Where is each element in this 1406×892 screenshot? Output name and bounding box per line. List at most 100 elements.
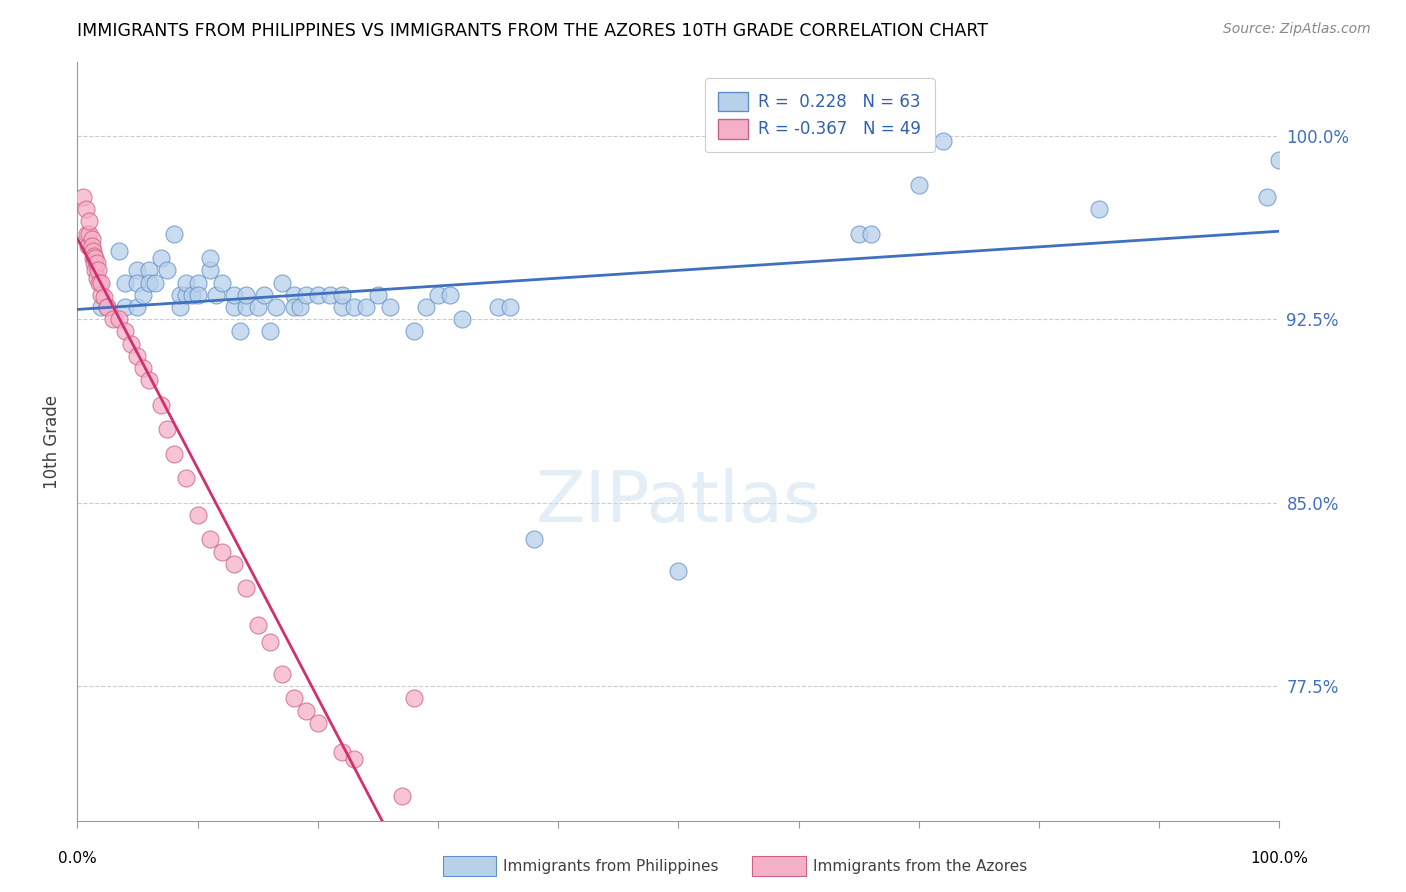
Point <box>76 227 98 241</box>
Text: Immigrants from Philippines: Immigrants from Philippines <box>503 859 718 873</box>
Point <box>908 178 931 192</box>
Text: ZIPatlas: ZIPatlas <box>536 467 821 537</box>
Point <box>378 300 401 314</box>
Point <box>186 276 209 290</box>
Point <box>169 287 191 301</box>
Point <box>108 312 131 326</box>
Point <box>120 336 142 351</box>
Point <box>307 715 329 730</box>
Point <box>211 276 233 290</box>
Point <box>83 249 105 263</box>
Point <box>391 789 413 804</box>
Point <box>668 564 690 578</box>
Point <box>127 276 149 290</box>
Point <box>114 325 136 339</box>
Point <box>198 533 221 547</box>
Point <box>343 300 366 314</box>
Point <box>90 287 112 301</box>
Point <box>180 287 202 301</box>
Point <box>84 263 107 277</box>
Point <box>222 557 245 571</box>
Point <box>150 398 173 412</box>
Point <box>235 582 257 596</box>
Point <box>96 300 118 314</box>
Text: Source: ZipAtlas.com: Source: ZipAtlas.com <box>1223 22 1371 37</box>
Point <box>162 447 184 461</box>
Point <box>87 276 110 290</box>
Point <box>415 300 437 314</box>
Point <box>259 635 281 649</box>
Point <box>198 263 221 277</box>
Point <box>174 276 197 290</box>
Point <box>80 231 103 245</box>
Point <box>1088 202 1111 217</box>
Point <box>402 325 425 339</box>
Point <box>132 287 155 301</box>
Point <box>228 325 250 339</box>
Point <box>162 227 184 241</box>
Point <box>367 287 389 301</box>
Point <box>174 471 197 485</box>
Legend: R =  0.228   N = 63, R = -0.367   N = 49: R = 0.228 N = 63, R = -0.367 N = 49 <box>704 78 935 152</box>
Point <box>84 251 107 265</box>
Point <box>156 422 179 436</box>
Point <box>150 251 173 265</box>
Point <box>138 373 160 387</box>
Point <box>114 276 136 290</box>
Text: IMMIGRANTS FROM PHILIPPINES VS IMMIGRANTS FROM THE AZORES 10TH GRADE CORRELATION: IMMIGRANTS FROM PHILIPPINES VS IMMIGRANT… <box>77 22 988 40</box>
Point <box>79 227 101 241</box>
Point <box>186 508 209 522</box>
Point <box>427 287 450 301</box>
Point <box>270 276 292 290</box>
Point <box>174 287 197 301</box>
Point <box>75 202 97 217</box>
Point <box>402 691 425 706</box>
Point <box>169 300 191 314</box>
Point <box>90 300 112 314</box>
Point <box>1268 153 1291 168</box>
Point <box>848 227 870 241</box>
Point <box>96 300 118 314</box>
Point <box>343 752 366 766</box>
Point <box>145 276 167 290</box>
Point <box>90 276 112 290</box>
Point <box>211 544 233 558</box>
Text: Immigrants from the Azores: Immigrants from the Azores <box>813 859 1026 873</box>
Point <box>307 287 329 301</box>
Point <box>294 287 316 301</box>
Point <box>86 270 108 285</box>
Point <box>86 256 108 270</box>
Point <box>108 244 131 258</box>
Point <box>127 300 149 314</box>
Point <box>79 214 101 228</box>
Point <box>82 251 104 265</box>
Point <box>330 745 353 759</box>
Point <box>72 190 94 204</box>
Point <box>186 287 209 301</box>
Point <box>486 300 509 314</box>
Point <box>451 312 474 326</box>
Point <box>270 666 292 681</box>
Point <box>859 227 882 241</box>
Point <box>132 361 155 376</box>
Point <box>283 691 305 706</box>
Point <box>246 300 269 314</box>
Point <box>80 239 103 253</box>
Point <box>204 287 226 301</box>
Text: 0.0%: 0.0% <box>58 851 97 866</box>
Point <box>330 300 353 314</box>
Point <box>283 300 305 314</box>
Point <box>77 239 100 253</box>
Point <box>354 300 377 314</box>
Point <box>253 287 276 301</box>
Point <box>198 251 221 265</box>
Point <box>235 300 257 314</box>
Point <box>156 263 179 277</box>
Point <box>87 263 110 277</box>
Point <box>246 618 269 632</box>
Point <box>283 287 305 301</box>
Point <box>222 287 245 301</box>
Point <box>1256 190 1278 204</box>
Point <box>264 300 287 314</box>
Point <box>439 287 461 301</box>
